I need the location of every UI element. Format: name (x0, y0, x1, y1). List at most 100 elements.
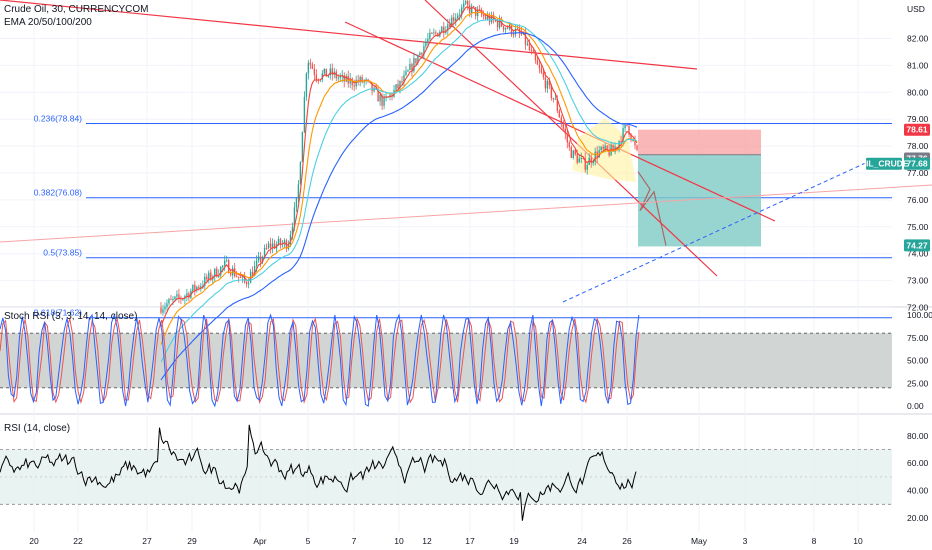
rsi-legend[interactable]: RSI (14, close) (4, 423, 71, 434)
time-tick-label: 20 (29, 536, 39, 546)
ema-legend[interactable]: EMA 20/50/100/200 (4, 17, 92, 28)
candle-body (210, 272, 212, 280)
candle-body (271, 243, 274, 248)
candle (457, 12, 459, 21)
candle-body (301, 132, 304, 163)
rsi-line (0, 424, 637, 521)
time-tick-label: 19 (509, 536, 519, 546)
candle-body (188, 293, 190, 298)
target-price-badge: 74.27 (904, 239, 930, 252)
fib-level-label: 0.5(73.85) (43, 248, 82, 258)
candle-body (186, 293, 188, 297)
candle-body (359, 77, 361, 83)
symbol-legend[interactable]: Crude Oil, 30, CURRENCYCOM (4, 4, 149, 15)
candle-body (176, 294, 178, 297)
candle (580, 152, 582, 164)
candle-body (295, 197, 298, 208)
price-tick-label: 75.00 (907, 222, 929, 232)
candle (502, 25, 505, 33)
candle-body (604, 145, 606, 150)
candle-body (427, 38, 429, 43)
candle-body (279, 238, 282, 245)
candle-body (562, 123, 565, 129)
axes: USD 72.00 73.00 74.00 75.00 76.00 77.00 78.00 79… (29, 4, 932, 546)
candle (488, 12, 491, 26)
candle-body (253, 265, 256, 277)
candle-body (339, 76, 341, 78)
candle-body (204, 276, 206, 286)
candle (269, 237, 272, 254)
time-tick-label: 8 (812, 536, 817, 546)
candle (166, 299, 168, 311)
candle (204, 272, 206, 290)
candle (528, 39, 531, 52)
symbol-tag-badge: OIL_CRUDE (859, 157, 909, 170)
candle-body (196, 286, 198, 291)
candle-body (429, 32, 431, 39)
candle (307, 60, 310, 80)
candle-body (470, 6, 473, 13)
candle-body (407, 70, 409, 72)
candle (226, 255, 228, 263)
time-tick-label: 24 (577, 536, 587, 546)
stop-price-badge: 78.61 (904, 123, 930, 136)
candle-body (530, 50, 533, 52)
stoch-rsi-legend[interactable]: Stoch RSI (3, 3, 14, 14, close) (4, 311, 138, 322)
candle (433, 28, 435, 36)
candle-body (351, 78, 353, 86)
candle (624, 123, 626, 133)
candle (584, 152, 586, 173)
candle-body (315, 74, 318, 80)
stoch-d-line (0, 316, 640, 405)
indicator-pane-backgrounds (0, 332, 892, 505)
candle (536, 56, 539, 65)
candle-body (580, 158, 582, 160)
candle (345, 73, 347, 83)
candle-body (379, 95, 381, 102)
candle-body (172, 298, 174, 300)
candle (532, 49, 535, 54)
candle-body (283, 240, 286, 244)
currency-label: USD (907, 4, 925, 14)
candle (413, 52, 415, 73)
short-position-tool[interactable] (637, 129, 761, 247)
candle-body (293, 207, 296, 228)
candle (634, 135, 636, 150)
candle (467, 0, 469, 11)
candle-body (594, 151, 596, 162)
candle (546, 78, 549, 93)
last-price-badge: 77.68 (904, 157, 930, 170)
candle (309, 58, 312, 70)
trend-line (0, 184, 932, 243)
trend-line (344, 21, 776, 222)
stoch-rsi-lines (0, 313, 640, 408)
candle-body (600, 146, 602, 151)
candle-body (349, 78, 351, 84)
candle-body (299, 162, 302, 185)
candle-body (277, 238, 280, 245)
fib-level-label: 0.236(78.84) (34, 114, 82, 124)
candle (443, 21, 445, 38)
candle (311, 62, 314, 70)
fib-retracement[interactable]: 0.236(78.84) 0.382(76.08) 0.5(73.85) 0.618(… (34, 114, 892, 319)
candle (590, 154, 592, 168)
candle (237, 276, 240, 283)
trend-line (0, 0, 698, 70)
candle-body (331, 68, 333, 75)
candle (267, 241, 270, 250)
candle-body (343, 75, 345, 82)
price-tick-label: 82.00 (907, 34, 929, 44)
candle (526, 40, 529, 47)
candle (271, 238, 274, 254)
candle-body (174, 296, 176, 299)
candle-body (265, 247, 268, 249)
candle-body (524, 32, 527, 45)
candle (168, 297, 170, 306)
stoch-tick-label: 75.00 (907, 333, 929, 343)
candle-body (401, 80, 403, 83)
candle-body (323, 68, 326, 74)
candle-body (329, 68, 331, 76)
candle (560, 114, 563, 128)
